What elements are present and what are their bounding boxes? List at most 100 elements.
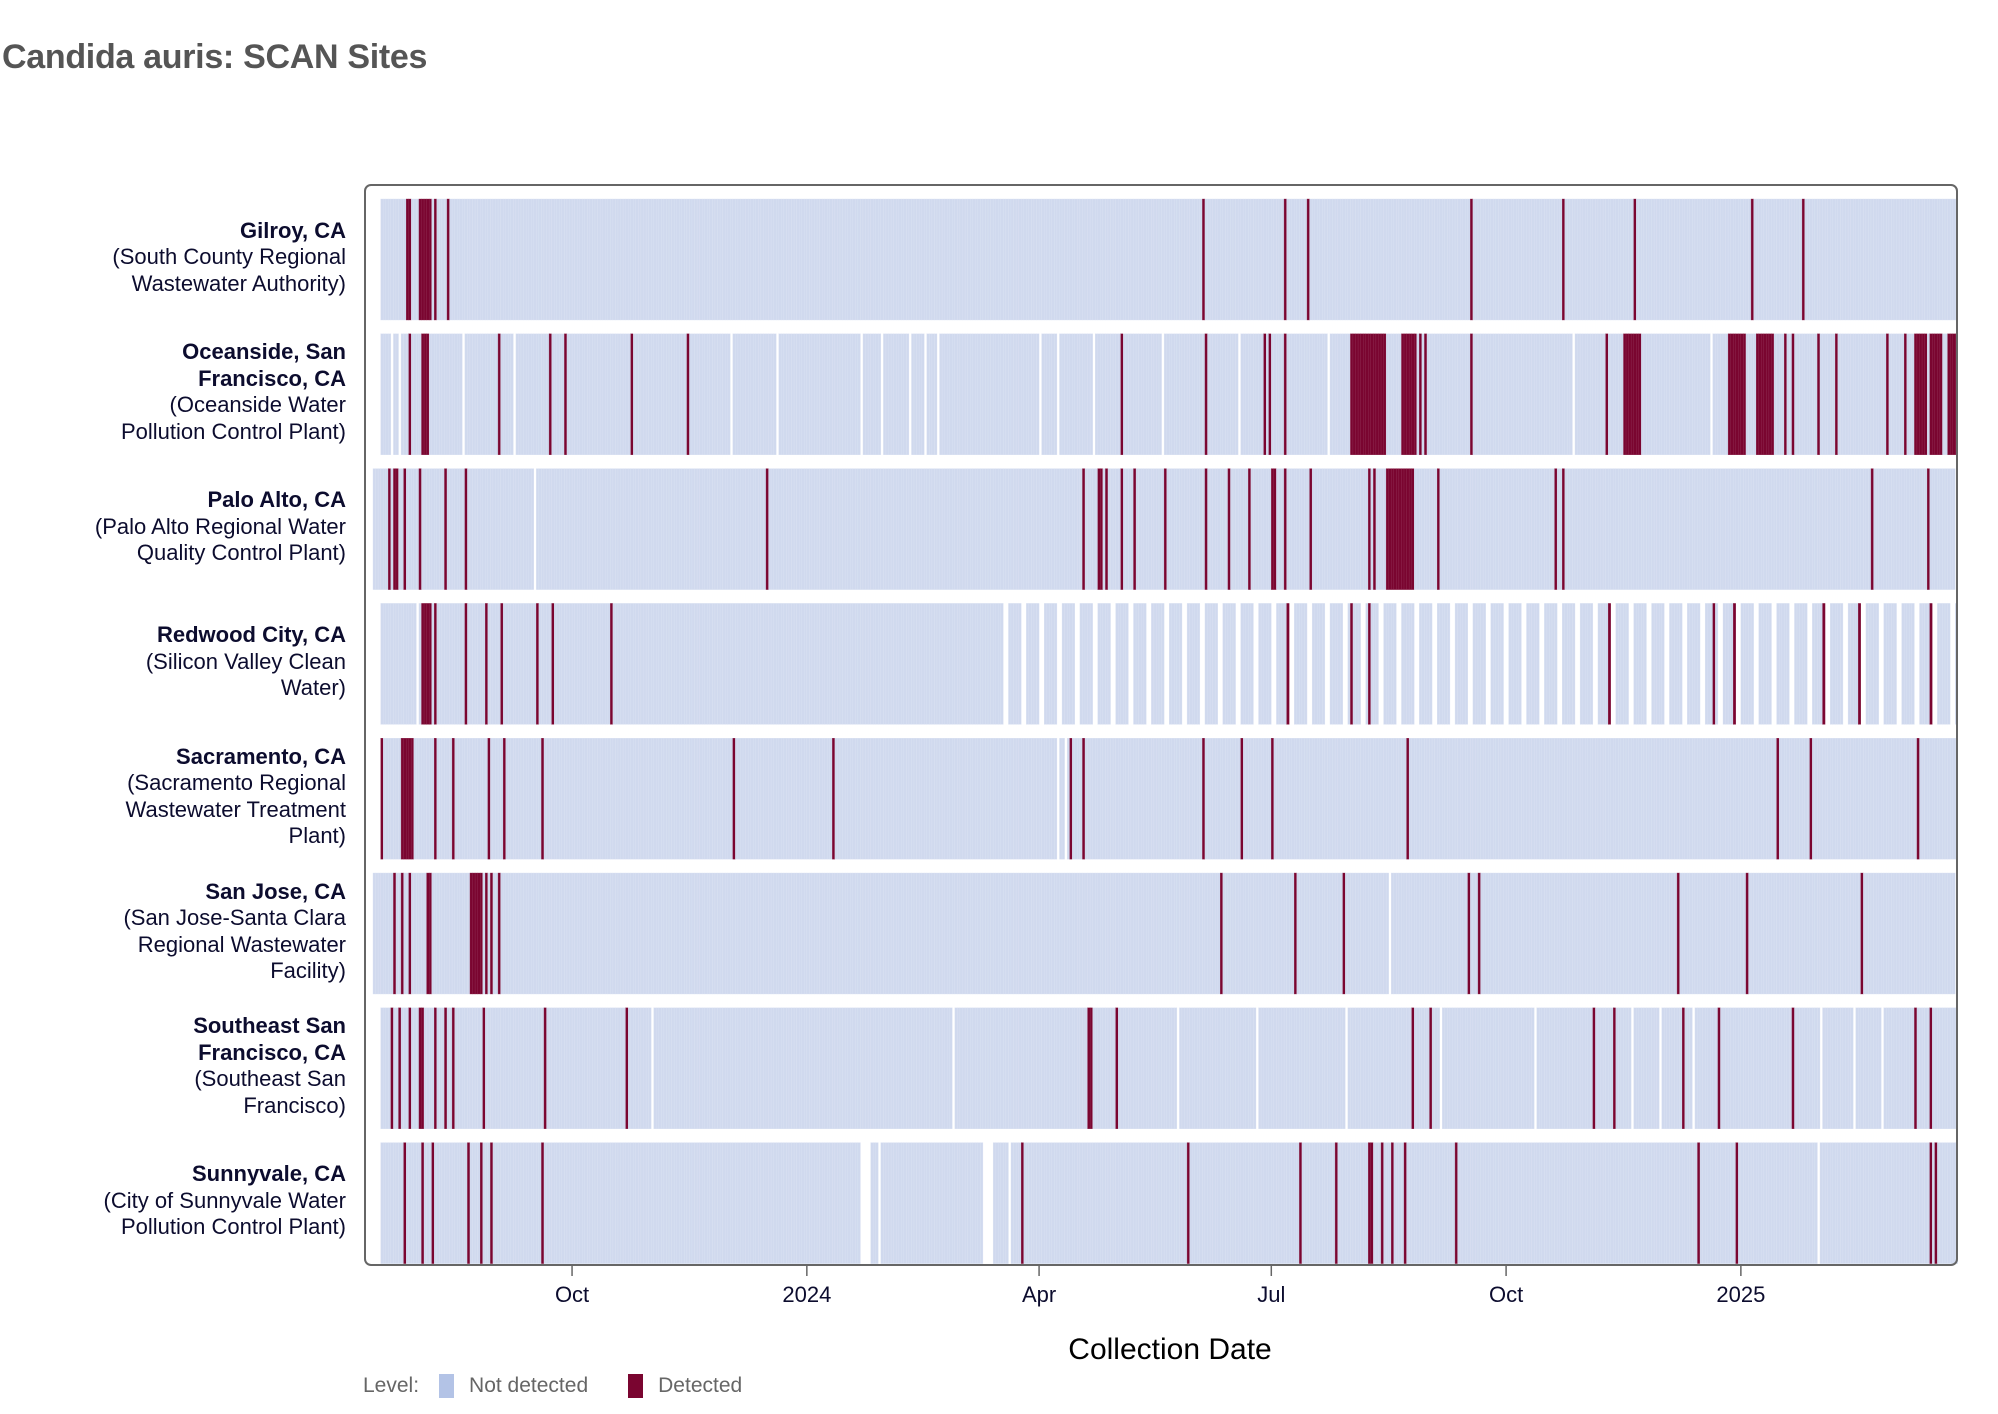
cell-not-detected — [441, 1007, 445, 1129]
cell-not-detected — [1140, 333, 1144, 455]
cell-not-detected — [1801, 872, 1805, 995]
cell-not-detected — [1036, 333, 1040, 455]
cell-not-detected — [1345, 1142, 1349, 1264]
cell-not-detected — [1207, 1142, 1211, 1264]
cell-not-detected — [523, 1007, 527, 1129]
cell-not-detected — [1015, 603, 1019, 725]
cell-not-detected — [1044, 333, 1047, 455]
cell-not-detected — [977, 603, 981, 725]
cell-not-detected — [1715, 738, 1719, 860]
cell-not-detected — [1740, 603, 1744, 725]
cell-not-detected — [1934, 872, 1938, 995]
cell-not-detected — [1909, 603, 1913, 725]
cell-not-detected — [1220, 468, 1223, 590]
cell-not-detected — [1135, 603, 1139, 725]
cell-not-detected — [1804, 872, 1808, 995]
cell-not-detected — [640, 198, 644, 321]
cell-not-detected — [569, 738, 573, 860]
cell-not-detected — [1429, 1142, 1433, 1264]
cell-not-detected — [895, 1007, 899, 1129]
cell-not-detected — [1582, 333, 1586, 455]
cell-not-detected — [1536, 1142, 1540, 1264]
cell-not-detected — [890, 468, 894, 590]
cell-not-detected — [1459, 1142, 1463, 1264]
cell-not-detected — [962, 333, 966, 455]
cell-not-detected — [1597, 872, 1601, 995]
cell-not-detected — [1842, 1142, 1846, 1264]
cell-not-detected — [763, 333, 767, 455]
cell-not-detected — [502, 872, 506, 995]
cell-not-detected — [995, 468, 999, 590]
cell-not-detected — [1544, 738, 1548, 860]
cell-not-detected — [464, 1142, 468, 1264]
cell-not-detected — [1901, 468, 1905, 590]
cell-not-detected — [1102, 1142, 1106, 1264]
cell-not-detected — [913, 198, 917, 321]
cell-not-detected — [1222, 198, 1226, 321]
cell-not-detected — [1360, 738, 1364, 860]
cell-not-detected — [1373, 872, 1377, 995]
cell-not-detected — [602, 603, 606, 725]
cell-not-detected — [1171, 1007, 1175, 1129]
site-facility: Pollution Control Plant) — [120, 418, 346, 444]
cell-not-detected — [418, 1142, 422, 1264]
cell-not-detected — [630, 468, 634, 590]
cell-not-detected — [1773, 1007, 1777, 1129]
cell-not-detected — [653, 1142, 657, 1264]
cell-not-detected — [633, 1007, 637, 1129]
cell-not-detected — [1322, 738, 1326, 860]
cell-not-detected — [957, 333, 961, 455]
cell-not-detected — [1633, 603, 1637, 725]
cell-detected — [393, 468, 397, 590]
cell-not-detected — [388, 1007, 392, 1129]
cell-not-detected — [1694, 468, 1698, 590]
cell-not-detected — [1784, 198, 1787, 321]
cell-not-detected — [1378, 1142, 1382, 1264]
x-tick-label: 2025 — [1716, 1282, 1765, 1307]
cell-not-detected — [515, 1007, 519, 1129]
cell-not-detected — [755, 333, 759, 455]
cell-not-detected — [1209, 198, 1213, 321]
cell-not-detected — [799, 1142, 802, 1264]
cell-not-detected — [1784, 1007, 1787, 1129]
cell-not-detected — [640, 1007, 644, 1129]
cell-detected — [1227, 468, 1231, 590]
cell-not-detected — [423, 738, 427, 860]
cell-not-detected — [755, 872, 759, 995]
cell-not-detected — [1707, 333, 1711, 455]
cell-not-detected — [1870, 333, 1874, 455]
cell-detected — [1299, 1142, 1303, 1264]
cell-not-detected — [1176, 603, 1180, 725]
cell-not-detected — [1388, 1142, 1392, 1264]
cell-not-detected — [390, 603, 394, 725]
cell-not-detected — [875, 1142, 879, 1264]
cell-not-detected — [778, 1007, 782, 1129]
cell-not-detected — [628, 198, 631, 321]
cell-not-detected — [1408, 603, 1412, 725]
cell-not-detected — [852, 468, 856, 590]
cell-not-detected — [482, 333, 486, 455]
cell-not-detected — [1625, 1142, 1629, 1264]
cell-not-detected — [737, 603, 741, 725]
cell-not-detected — [862, 198, 866, 321]
cell-not-detected — [1919, 1007, 1923, 1129]
cell-not-detected — [671, 468, 675, 590]
cell-not-detected — [1128, 468, 1132, 590]
cell-not-detected — [1072, 603, 1075, 725]
cell-not-detected — [518, 1007, 522, 1129]
cell-not-detected — [1118, 603, 1121, 725]
cell-not-detected — [837, 738, 841, 860]
cell-not-detected — [977, 738, 981, 860]
cell-not-detected — [566, 198, 570, 321]
cell-not-detected — [1268, 872, 1272, 995]
cell-not-detected — [1763, 603, 1767, 725]
cell-not-detected — [1296, 1007, 1300, 1129]
cell-not-detected — [972, 1007, 976, 1129]
cell-not-detected — [1077, 872, 1081, 995]
cell-not-detected — [1214, 1007, 1218, 1129]
cell-not-detected — [704, 738, 708, 860]
cell-not-detected — [472, 603, 476, 725]
cell-not-detected — [885, 333, 889, 455]
cell-not-detected — [895, 1142, 899, 1264]
cell-not-detected — [1202, 1142, 1206, 1264]
